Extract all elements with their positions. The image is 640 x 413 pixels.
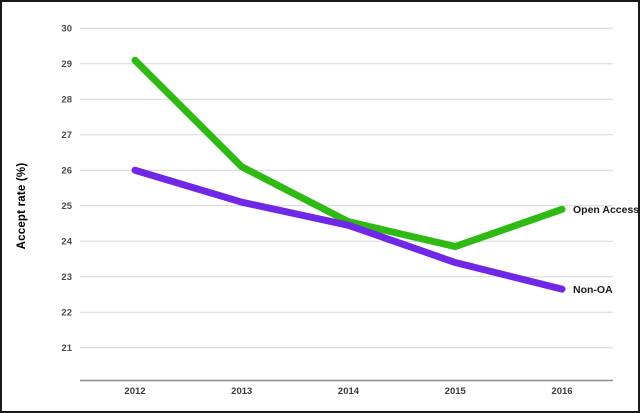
y-axis-tick-label: 23: [61, 272, 72, 283]
y-axis-tick-label: 21: [61, 343, 72, 354]
y-axis-tick-label: 30: [61, 24, 72, 35]
series-label: Open Access: [573, 204, 639, 216]
x-axis-tick-label: 2016: [551, 386, 572, 397]
y-axis-tick-label: 25: [61, 201, 72, 212]
x-axis-tick-label: 2013: [231, 386, 252, 397]
series-label: Non-OA: [573, 284, 613, 296]
y-axis-tick-label: 26: [61, 166, 72, 177]
series-line-non-oa: [131, 166, 566, 293]
y-axis-tick-label: 27: [61, 130, 72, 141]
y-axis-tick-label: 24: [61, 237, 72, 248]
x-axis-tick-label: 2014: [338, 386, 360, 397]
series-line-open-access: [131, 56, 566, 251]
y-axis-tick-label: 22: [61, 308, 72, 319]
x-axis-tick-label: 2012: [124, 386, 145, 397]
y-axis-tick-label: 28: [61, 95, 72, 106]
x-axis-tick-label: 2015: [445, 386, 467, 397]
y-axis-tick-label: 29: [61, 59, 72, 70]
